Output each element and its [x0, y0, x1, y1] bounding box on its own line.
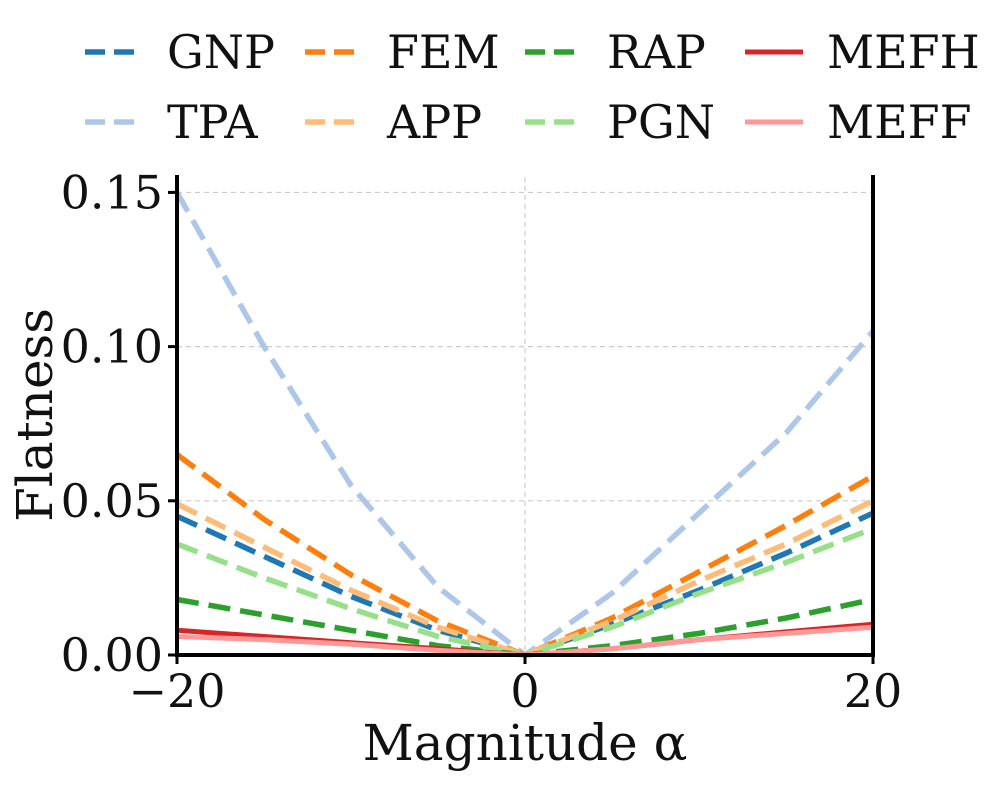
x-tick-label: 0: [510, 664, 539, 718]
axes: [168, 175, 875, 664]
x-axis-title: Magnitude α: [363, 714, 688, 772]
legend-item-app: APP: [305, 95, 482, 149]
legend-item-gnp: GNP: [85, 25, 275, 79]
y-tick-label: 0.10: [61, 320, 163, 374]
x-tick-label: −20: [128, 664, 225, 718]
legend-label: GNP: [167, 25, 275, 79]
legend-label: MEFF: [827, 95, 972, 149]
legend: GNP TPA FEM APP RAP PGN MEFH MEFF: [85, 25, 980, 149]
legend-item-pgn: PGN: [525, 95, 715, 149]
series-line-gnp: [175, 510, 875, 658]
legend-label: PGN: [607, 95, 715, 149]
x-tick-label: 20: [844, 664, 903, 718]
legend-item-tpa: TPA: [85, 95, 258, 149]
grid: [177, 177, 873, 655]
legend-item-meff: MEFF: [745, 95, 972, 149]
y-axis-title: Flatness: [6, 308, 64, 522]
legend-item-mefh: MEFH: [745, 25, 980, 79]
y-tick-label: 0.15: [61, 165, 163, 219]
series-line-app: [175, 498, 875, 658]
legend-item-fem: FEM: [305, 25, 500, 79]
legend-item-rap: RAP: [525, 25, 706, 79]
y-tick-label: 0.00: [61, 628, 163, 682]
y-tick-label: 0.05: [61, 474, 163, 528]
legend-label: TPA: [167, 95, 258, 149]
tick-labels: 0.00 0.05 0.10 0.15 −20 0 20: [61, 165, 903, 718]
legend-label: APP: [386, 95, 482, 149]
legend-label: MEFH: [827, 25, 980, 79]
legend-label: RAP: [607, 25, 706, 79]
legend-label: FEM: [387, 25, 500, 79]
